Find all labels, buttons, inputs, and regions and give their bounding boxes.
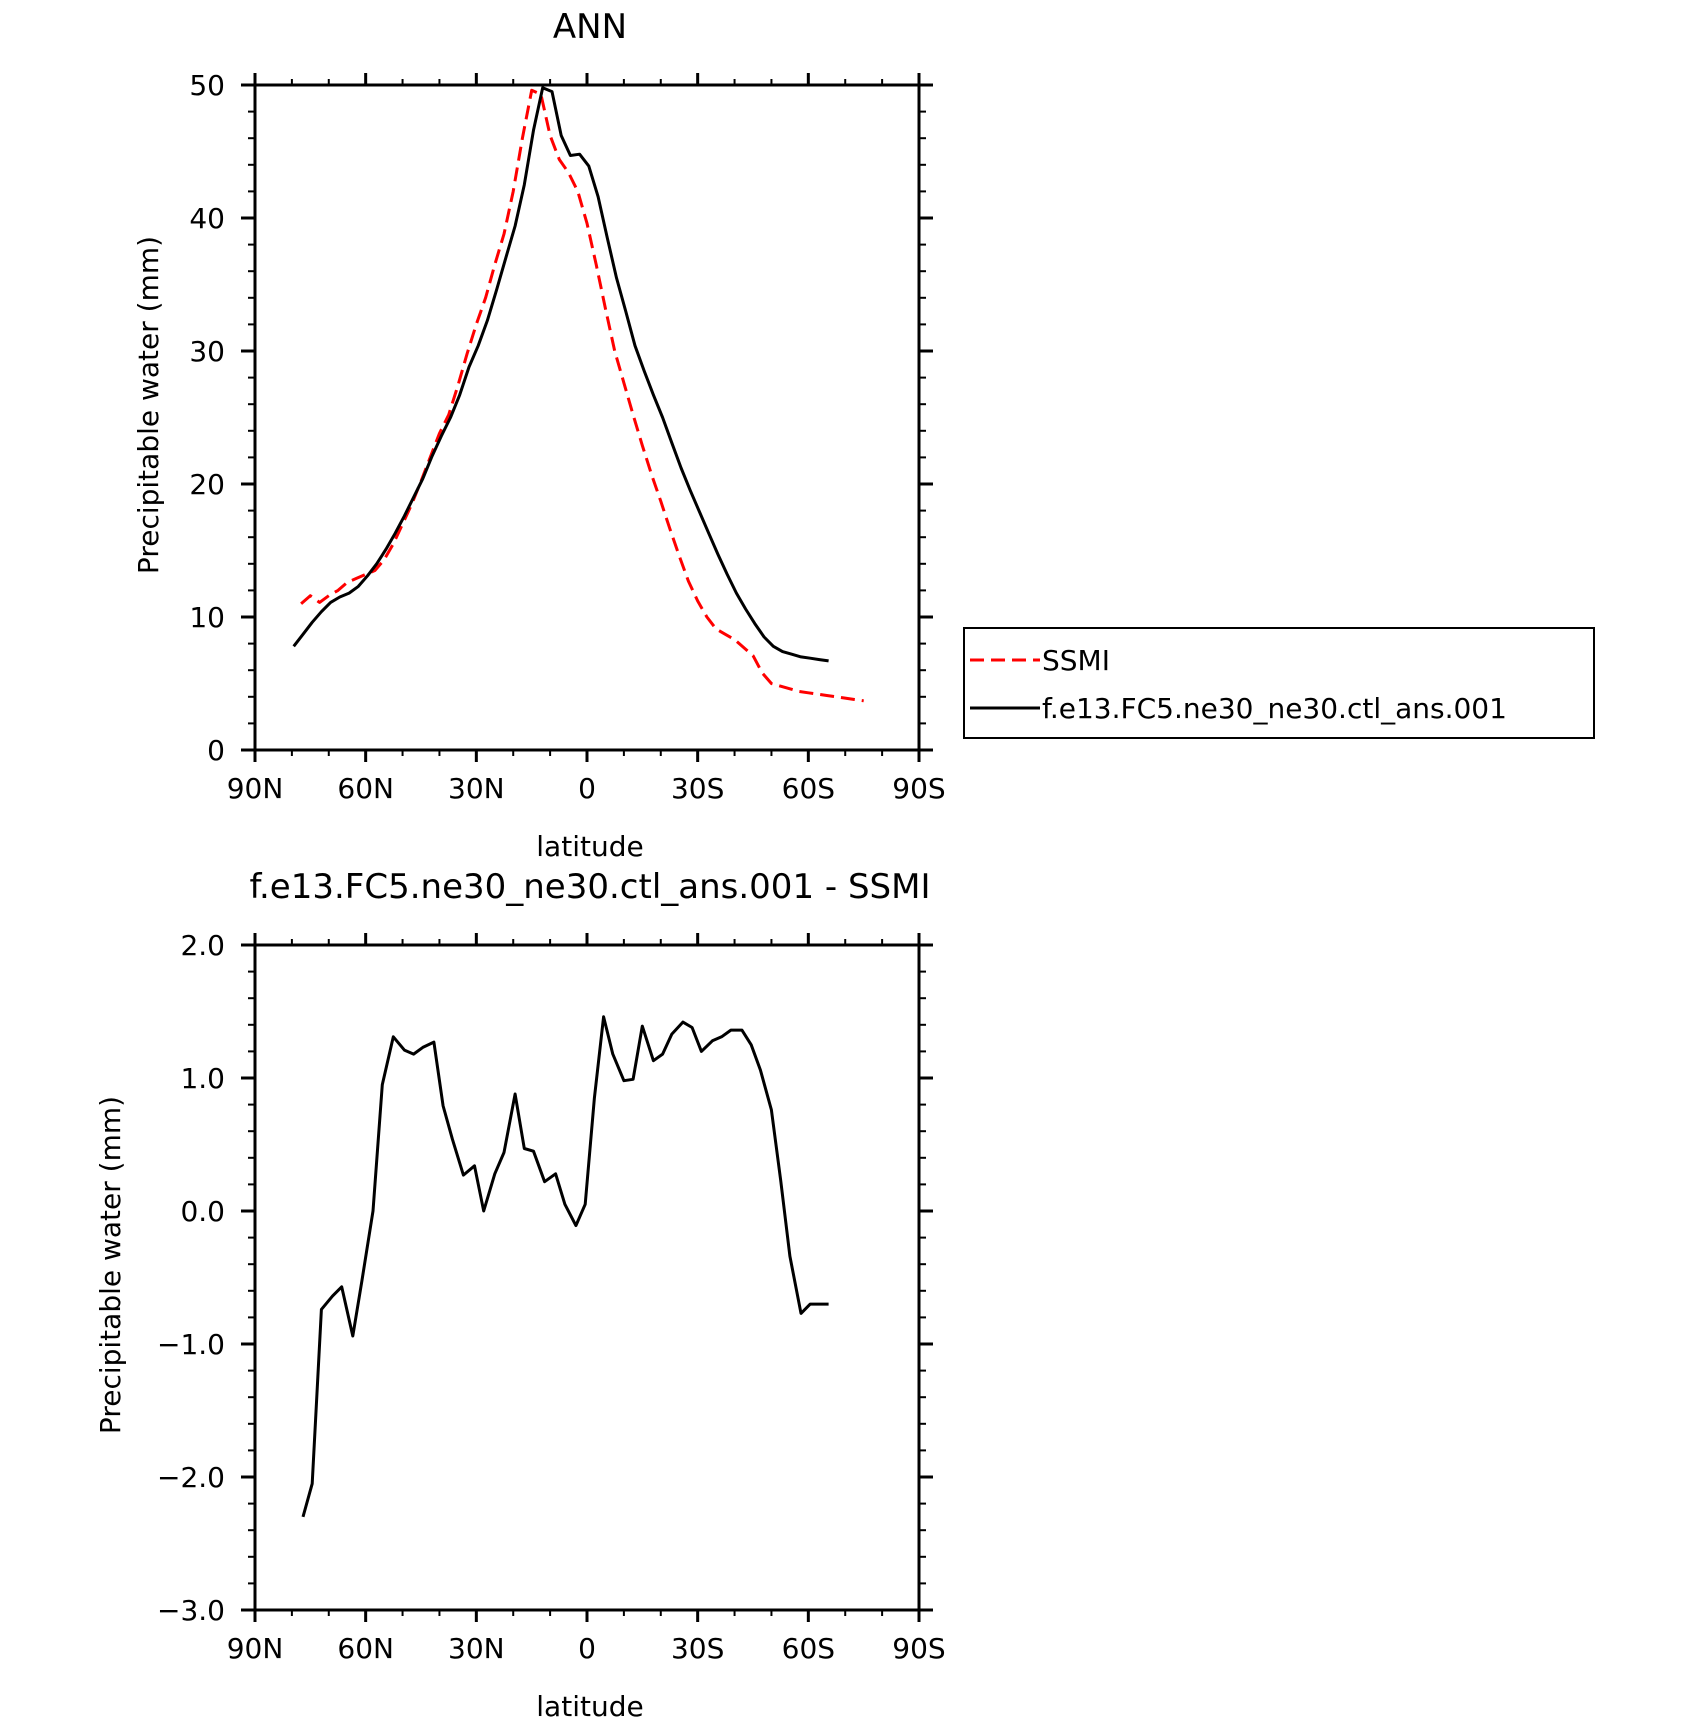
top-x-tick-label: 90S (892, 772, 945, 805)
top-x-tick-label: 30S (671, 772, 724, 805)
bottom-axes: 90N 60N 30N 0 30S 60S 90S 2.0 1.0 0.0 −1.0 −2.0 −3.0 (157, 929, 946, 1665)
top-x-tick-label: 90N (227, 772, 284, 805)
legend-label-ssmi: SSMI (1042, 644, 1110, 677)
top-chart-title: ANN (553, 7, 627, 47)
bottom-x-tick-label: 30S (671, 1632, 724, 1665)
bottom-y-axis-label: Precipitable water (mm) (94, 1096, 127, 1434)
legend-label-model: f.e13.FC5.ne30_ne30.ctl_ans.001 (1042, 692, 1507, 725)
top-y-tick-label: 10 (189, 601, 225, 634)
legend-box (963, 627, 1595, 739)
top-series-group (292, 86, 864, 703)
bottom-y-tick-label: 0.0 (180, 1195, 225, 1228)
top-x-axis-label: latitude (536, 830, 643, 863)
top-x-tick-label: 60N (337, 772, 394, 805)
top-y-tick-label: 20 (189, 468, 225, 501)
bottom-y-tick-label: −2.0 (157, 1461, 225, 1494)
bottom-x-tick-label: 60N (337, 1632, 394, 1665)
top-panel: ANN 90N 60N 30N 0 30S 60S 90S 0 10 20 30 40 50 latit… (132, 7, 946, 863)
top-axes: 90N 60N 30N 0 30S 60S 90S 0 10 20 30 40 50 (189, 69, 945, 805)
bottom-x-axis-label: latitude (536, 1690, 643, 1723)
bottom-series-line-0 (301, 1015, 829, 1518)
top-x-tick-label: 60S (782, 772, 835, 805)
bottom-series-group (301, 1015, 829, 1518)
top-series-line-1 (292, 86, 829, 663)
legend: SSMI f.e13.FC5.ne30_ne30.ctl_ans.001 (963, 627, 1595, 739)
bottom-plot-frame (253, 943, 921, 1612)
top-y-tick-label: 30 (189, 335, 225, 368)
bottom-x-tick-label: 30N (448, 1632, 505, 1665)
bottom-y-tick-label: 1.0 (180, 1062, 225, 1095)
top-x-tick-label: 30N (448, 772, 505, 805)
bottom-panel: f.e13.FC5.ne30_ne30.ctl_ans.001 - SSMI 9… (94, 867, 946, 1723)
top-series-line-0 (300, 88, 864, 703)
top-y-tick-label: 50 (189, 69, 225, 102)
bottom-x-tick-label: 60S (782, 1632, 835, 1665)
bottom-x-tick-label: 0 (578, 1632, 596, 1665)
top-y-tick-label: 0 (207, 734, 225, 767)
bottom-x-tick-label: 90N (227, 1632, 284, 1665)
bottom-y-tick-label: 2.0 (180, 929, 225, 962)
bottom-x-tick-label: 90S (892, 1632, 945, 1665)
bottom-chart-title: f.e13.FC5.ne30_ne30.ctl_ans.001 - SSMI (250, 867, 931, 907)
top-y-tick-label: 40 (189, 202, 225, 235)
top-y-axis-label: Precipitable water (mm) (132, 236, 165, 574)
bottom-y-tick-label: −1.0 (157, 1328, 225, 1361)
top-plot-frame (253, 83, 921, 752)
top-x-tick-label: 0 (578, 772, 596, 805)
bottom-y-tick-label: −3.0 (157, 1594, 225, 1627)
